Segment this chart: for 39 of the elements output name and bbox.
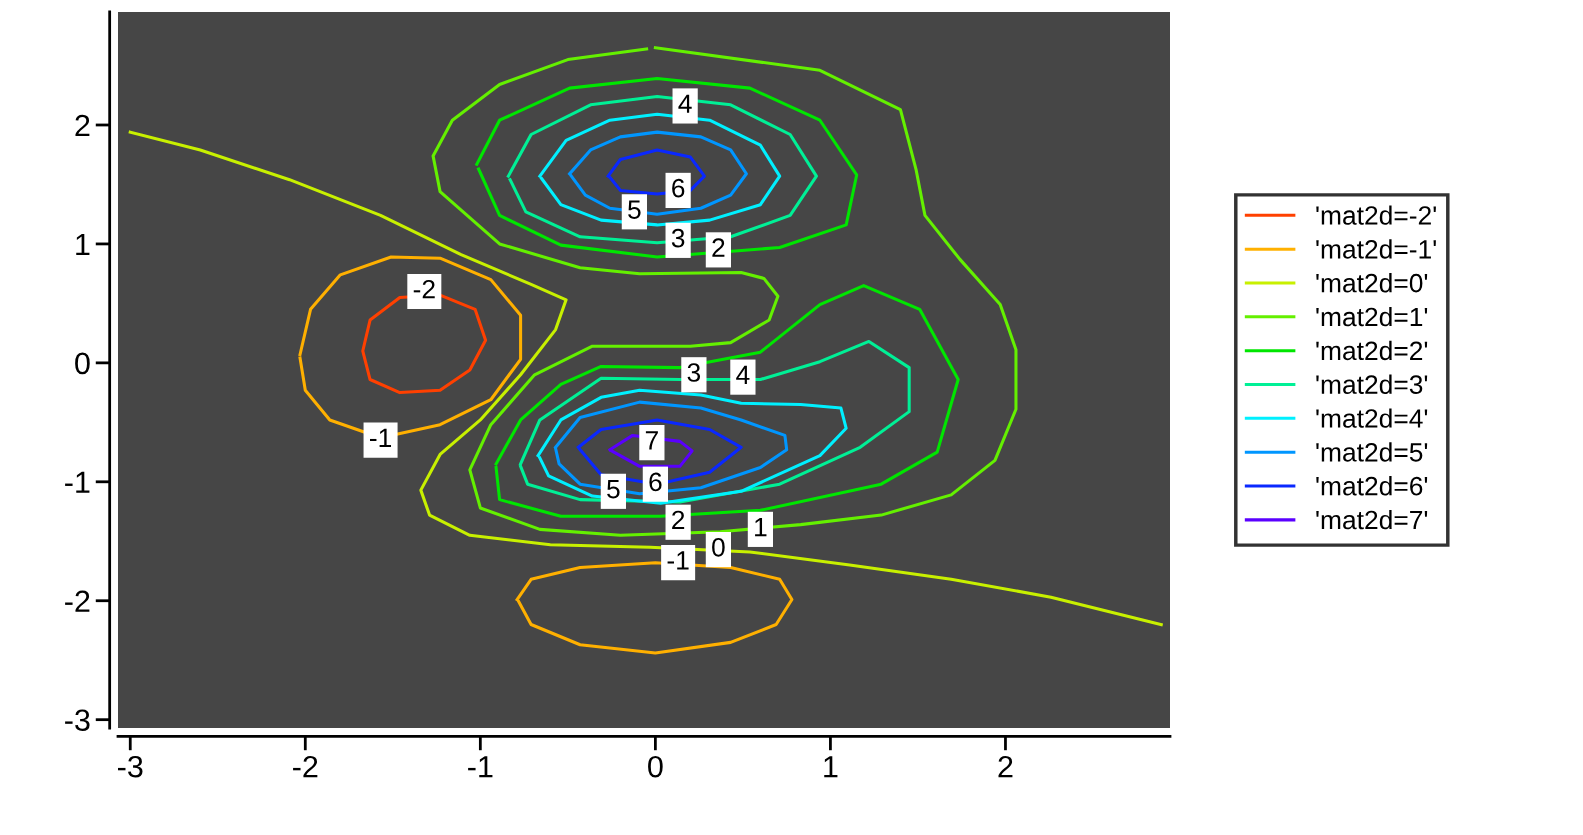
legend-label: 'mat2d=5' bbox=[1316, 442, 1428, 462]
annotation: -1 bbox=[667, 551, 689, 570]
y-tick-label: 2 bbox=[75, 114, 90, 137]
legend-label: 'mat2d=7' bbox=[1316, 509, 1428, 530]
x-tick-label: 1 bbox=[824, 756, 838, 778]
annotation: 0 bbox=[712, 537, 725, 557]
x-tick-label: -3 bbox=[118, 755, 143, 778]
legend-label: 'mat2d=2' bbox=[1316, 340, 1428, 361]
x-tick-label: 0 bbox=[648, 755, 663, 778]
annotation: 4 bbox=[736, 365, 750, 384]
legend-label: 'mat2d=3' bbox=[1316, 374, 1428, 394]
legend-label: 'mat2d=-2' bbox=[1316, 205, 1436, 225]
annotation: 5 bbox=[628, 200, 641, 219]
annotation: 6 bbox=[672, 178, 685, 198]
annotation: 7 bbox=[645, 431, 658, 450]
y-tick-label: -3 bbox=[65, 709, 90, 732]
y-tick-label: 0 bbox=[75, 352, 90, 375]
legend-label: 'mat2d=-1' bbox=[1316, 239, 1436, 259]
annotation: 3 bbox=[687, 363, 701, 382]
y-tick-label: -2 bbox=[65, 590, 90, 612]
line-series bbox=[128, 130, 1163, 627]
annotation: 2 bbox=[712, 238, 725, 257]
x-tick-label: 2 bbox=[998, 755, 1013, 778]
legend-label: 'mat2d=1' bbox=[1316, 306, 1428, 327]
legend-label: 'mat2d=0' bbox=[1316, 273, 1428, 293]
annotation: 6 bbox=[649, 472, 662, 492]
y-tick-label: -1 bbox=[65, 471, 90, 493]
annotation: 3 bbox=[671, 228, 685, 248]
annotation: 4 bbox=[678, 94, 692, 113]
annotation: 2 bbox=[672, 510, 685, 530]
annotation: 5 bbox=[607, 479, 620, 499]
legend-label: 'mat2d=4' bbox=[1316, 408, 1428, 428]
annotation: -1 bbox=[370, 428, 392, 447]
y-tick-label: 1 bbox=[76, 233, 90, 255]
legend-label: 'mat2d=6' bbox=[1316, 476, 1428, 496]
x-tick-label: -1 bbox=[468, 756, 493, 778]
annotation: 1 bbox=[755, 518, 767, 537]
annotation: -2 bbox=[413, 279, 435, 299]
x-tick-label: -2 bbox=[293, 755, 318, 778]
